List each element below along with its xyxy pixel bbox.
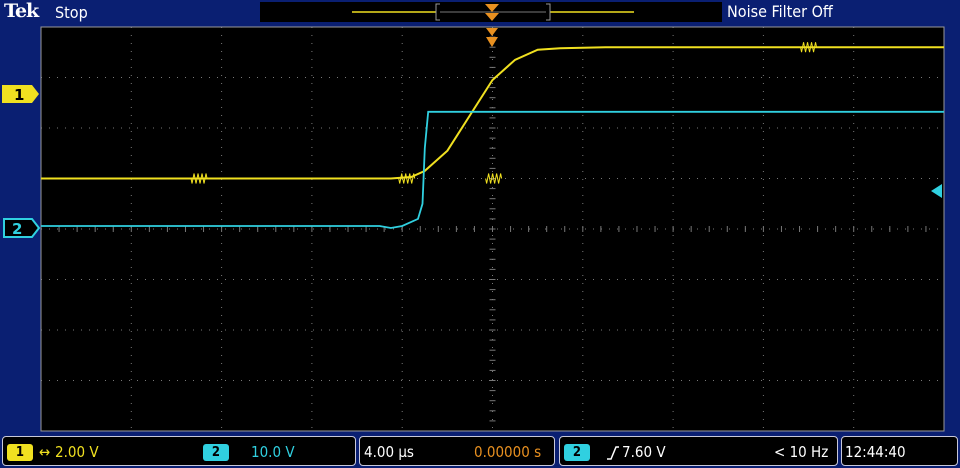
ch1-marker[interactable]: 1 <box>2 85 39 104</box>
ch2-scale: 10.0 V <box>251 443 295 461</box>
vertical-readout[interactable]: 1 ↔ 2.00 V 2 10.0 V <box>2 436 356 466</box>
waveform-display: 1 2 <box>2 26 945 432</box>
ch1-scale: 2.00 V <box>55 443 99 461</box>
record-view-graphic <box>352 3 634 21</box>
graticule-frame <box>40 26 945 432</box>
trace-ch1 <box>41 46 944 180</box>
trace-ch2 <box>41 110 944 229</box>
trigger-position-icon <box>485 4 499 21</box>
trigger-time-marker-icon <box>486 28 498 47</box>
timebase-position: 0.00000 s <box>474 443 542 461</box>
ch1-marker-label: 1 <box>14 86 24 104</box>
graticule-grid <box>40 26 945 432</box>
trace-ch1-noise <box>485 173 503 184</box>
trigger-frequency: < 10 Hz <box>774 443 829 461</box>
rising-edge-icon <box>607 446 619 460</box>
trigger-level-icon <box>931 184 942 198</box>
timebase-scale: 4.00 µs <box>364 443 414 461</box>
trace-ch1-noise <box>190 173 208 184</box>
bottom-readout-bar: 1 ↔ 2.00 V 2 10.0 V 4.00 µs 0.00000 s 2 … <box>0 436 960 468</box>
trace-ch1-noise <box>398 173 416 184</box>
trigger-source-badge: 2 <box>564 444 590 461</box>
brand-logo: Tek <box>4 0 39 22</box>
record-view-bar[interactable] <box>260 2 722 22</box>
clock-time: 12:44:40 <box>845 443 906 461</box>
ch1-badge: 1 <box>7 444 33 461</box>
top-status-bar: Tek Stop Noise Filter Off <box>0 0 960 24</box>
acquisition-state[interactable]: Stop <box>55 3 88 22</box>
ch2-marker[interactable]: 2 <box>3 218 41 238</box>
horizontal-readout[interactable]: 4.00 µs 0.00000 s <box>359 436 555 466</box>
trace-ch1-noise <box>800 42 818 53</box>
ch2-marker-label: 2 <box>12 220 22 238</box>
ch2-badge: 2 <box>203 444 229 461</box>
noise-filter-status[interactable]: Noise Filter Off <box>727 2 833 21</box>
clock-readout: 12:44:40 <box>841 436 958 466</box>
trigger-level: 7.60 V <box>622 443 666 461</box>
trigger-readout[interactable]: 2 7.60 V < 10 Hz <box>559 436 838 466</box>
bw-limit-icon: ↔ <box>39 443 51 461</box>
